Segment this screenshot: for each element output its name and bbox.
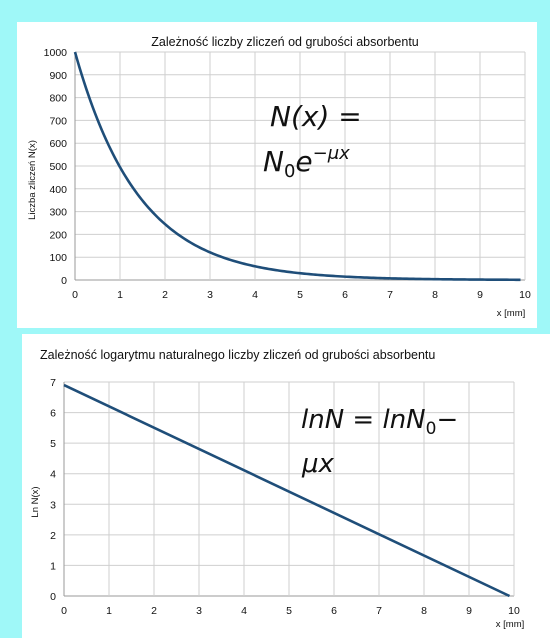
y-tick-label: 500 bbox=[49, 161, 67, 173]
x-tick-label: 1 bbox=[117, 289, 123, 301]
x-tick-label: 5 bbox=[286, 605, 292, 617]
chart-panel-log: Zależność logarytmu naturalnego liczby z… bbox=[22, 334, 550, 638]
y-tick-label: 6 bbox=[50, 408, 56, 420]
formula-base: N bbox=[263, 145, 284, 178]
x-tick-labels: 0 1 2 3 4 5 6 7 8 9 10 bbox=[61, 605, 520, 617]
series-line bbox=[73, 51, 521, 282]
y-tick-label: 900 bbox=[49, 70, 67, 82]
x-tick-label: 4 bbox=[252, 289, 258, 301]
x-tick-label: 5 bbox=[297, 289, 303, 301]
chart-title: Zależność logarytmu naturalnego liczby z… bbox=[40, 348, 435, 362]
log-chart: Zależność logarytmu naturalnego liczby z… bbox=[30, 348, 525, 630]
formula-minus: − bbox=[436, 405, 458, 435]
y-tick-label: 300 bbox=[49, 207, 67, 219]
y-tick-label: 7 bbox=[50, 377, 56, 389]
formula-line-1: N(x) = bbox=[270, 100, 362, 133]
formula-subscript: 0 bbox=[284, 161, 295, 182]
formula-subscript: 0 bbox=[426, 419, 437, 439]
formula-exponential: N(x) = N0e−μx bbox=[263, 100, 362, 182]
y-tick-label: 600 bbox=[49, 138, 67, 150]
y-tick-label: 200 bbox=[49, 229, 67, 241]
x-tick-labels: 0 1 2 3 4 5 6 7 8 9 10 bbox=[72, 289, 531, 301]
y-tick-label: 5 bbox=[50, 438, 56, 450]
x-tick-label: 0 bbox=[72, 289, 78, 301]
y-tick-label: 400 bbox=[49, 184, 67, 196]
x-tick-label: 7 bbox=[376, 605, 382, 617]
y-tick-labels: 0 100 200 300 400 500 600 700 800 900 1000 bbox=[44, 47, 68, 287]
counts-chart: Zależność liczby zliczeń od grubości abs… bbox=[27, 35, 531, 319]
formula-line-2: μx bbox=[301, 449, 335, 479]
series-line bbox=[63, 383, 511, 598]
x-tick-label: 8 bbox=[432, 289, 438, 301]
x-tick-label: 3 bbox=[207, 289, 213, 301]
formula-linear: lnN = lnN0− μx bbox=[301, 405, 458, 479]
formula-line-2: N0e−μx bbox=[263, 143, 350, 182]
formula-line-1: lnN = lnN0− bbox=[301, 405, 458, 439]
x-tick-label: 6 bbox=[342, 289, 348, 301]
x-tick-label: 6 bbox=[331, 605, 337, 617]
x-tick-label: 7 bbox=[387, 289, 393, 301]
x-axis-label: x [mm] bbox=[496, 619, 525, 630]
x-tick-label: 10 bbox=[519, 289, 531, 301]
y-tick-label: 1000 bbox=[44, 47, 68, 59]
y-axis-label: Ln N(x) bbox=[30, 486, 41, 517]
x-tick-label: 2 bbox=[151, 605, 157, 617]
formula-e: e bbox=[295, 145, 312, 178]
x-tick-label: 3 bbox=[196, 605, 202, 617]
y-tick-label: 4 bbox=[50, 469, 56, 481]
chart-title: Zależność liczby zliczeń od grubości abs… bbox=[151, 35, 419, 49]
x-tick-label: 1 bbox=[106, 605, 112, 617]
x-tick-label: 10 bbox=[508, 605, 520, 617]
x-tick-label: 9 bbox=[466, 605, 472, 617]
x-axis-label: x [mm] bbox=[497, 308, 526, 319]
y-tick-label: 0 bbox=[61, 275, 67, 287]
x-tick-label: 0 bbox=[61, 605, 67, 617]
x-tick-label: 9 bbox=[477, 289, 483, 301]
x-tick-label: 4 bbox=[241, 605, 247, 617]
y-tick-label: 800 bbox=[49, 93, 67, 105]
x-tick-label: 2 bbox=[162, 289, 168, 301]
y-tick-label: 0 bbox=[50, 591, 56, 603]
formula-exponent: −μx bbox=[313, 143, 351, 164]
grid-lines bbox=[63, 381, 515, 597]
y-axis-label: Liczba zliczeń N(x) bbox=[27, 140, 38, 220]
y-tick-label: 100 bbox=[49, 252, 67, 264]
chart-panel-counts: Zależność liczby zliczeń od grubości abs… bbox=[17, 22, 537, 328]
x-tick-label: 8 bbox=[421, 605, 427, 617]
y-tick-label: 1 bbox=[50, 560, 56, 572]
y-tick-label: 700 bbox=[49, 115, 67, 127]
y-tick-labels: 0 1 2 3 4 5 6 7 bbox=[50, 377, 56, 603]
y-tick-label: 3 bbox=[50, 499, 56, 511]
y-tick-label: 2 bbox=[50, 530, 56, 542]
formula-left: lnN = lnN bbox=[301, 405, 426, 435]
